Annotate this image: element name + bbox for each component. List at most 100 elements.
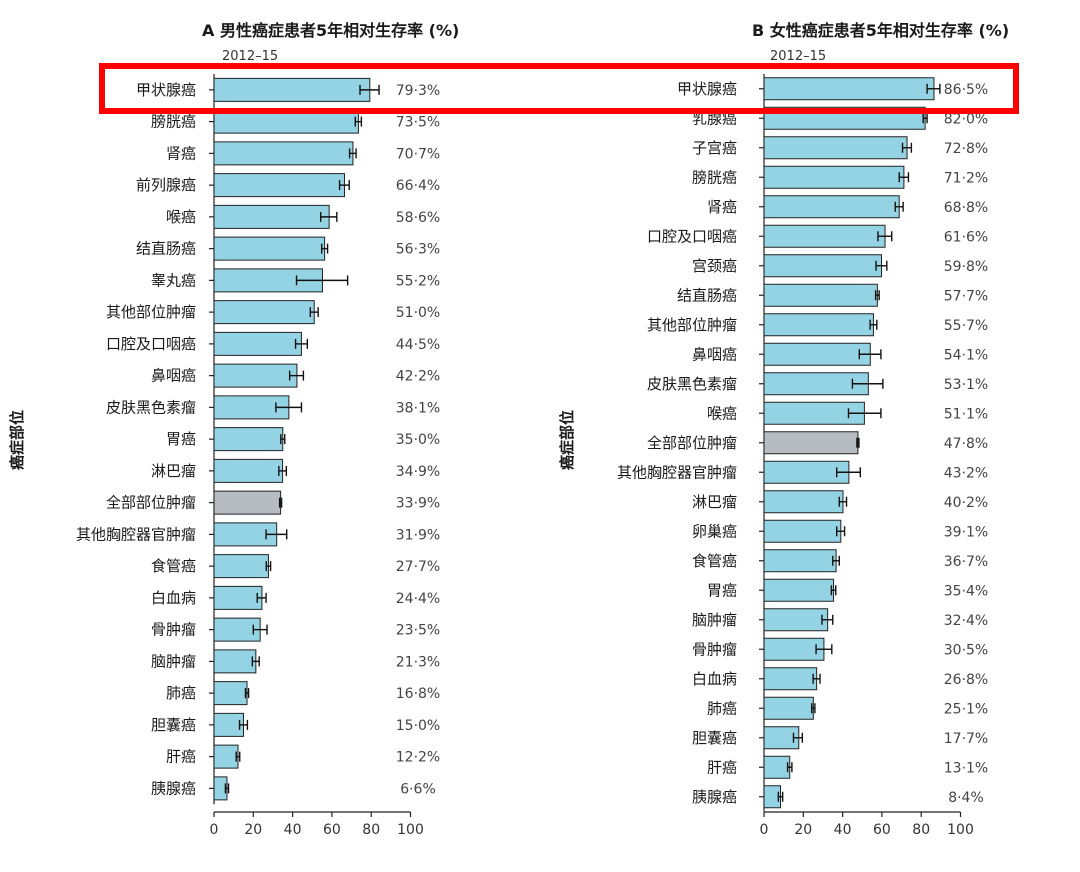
panel-a-bar [213,490,282,515]
panel-a-bar [213,300,315,325]
panel-a-value-label: 27·7% [396,559,440,575]
panel-b-category-label: 甲状腺癌 [677,80,737,98]
panel-a-category-label: 胃癌 [166,430,196,448]
panel-b-category-label: 口腔及口咽癌 [647,227,737,245]
panel-b-x-tick-label: 80 [912,822,930,838]
panel-b-value-label: 51·1% [944,406,988,422]
panel-b-value-label: 17·7% [944,731,988,747]
panel-a-x-tick-label: 40 [284,822,302,838]
panel-a-bar [213,427,284,452]
panel-a-bar [213,331,302,356]
panel-a-value-label: 31·9% [396,527,440,543]
panel-b-value-label: 40·2% [944,495,988,511]
panel-a-value-label: 56·3% [396,242,440,258]
panel-a: A 男性癌症患者5年相对生存率 (%) 2012–15 癌症部位 0 20 40 60 80 1… [8,21,459,838]
panel-b-category-label: 结直肠癌 [677,286,737,304]
panel-a-value-label: 66·4% [396,178,440,194]
panel-a-bar [213,744,239,769]
panel-b: B 女性癌症患者5年相对生存率 (%) 2012–15 癌症部位 0 20 40 60 80 1… [558,21,1009,838]
panel-a-period: 2012–15 [222,49,278,64]
panel-a-value-label: 42·2% [396,369,440,385]
panel-a-category-label: 骨肿瘤 [151,621,196,639]
panel-b-value-label: 13·1% [944,760,988,776]
panel-b-period: 2012–15 [770,49,826,64]
panel-a-category-label: 结直肠癌 [136,240,196,258]
panel-a-bar [213,554,269,579]
panel-b-value-label: 32·4% [944,613,988,629]
panel-a-value-label: 6·6% [400,781,436,797]
panel-b-bar [763,283,878,307]
panel-a-category-label: 全部部位肿瘤 [106,494,196,512]
panel-b-value-label: 86·5% [944,82,988,98]
panel-a-bar [213,204,330,229]
panel-a-value-label: 34·9% [396,464,440,480]
panel-a-category-label: 胆囊癌 [151,716,196,734]
panel-b-value-label: 43·2% [944,465,988,481]
panel-b-value-label: 35·4% [944,583,988,599]
panel-b-x-tick-label: 20 [794,822,812,838]
panel-b-category-label: 胰腺癌 [692,788,737,806]
panel-a-x-tick-label: 100 [397,822,424,838]
panel-b-bar [763,755,791,779]
panel-a-category-label: 食管癌 [151,557,196,575]
panel-b-x-tick-label: 40 [834,822,852,838]
panel-a-bar [213,681,248,706]
panel-b-title-text: 女性癌症患者5年相对生存率 (%) [770,21,1009,40]
panel-b-category-label: 食管癌 [692,552,737,570]
panel-a-ylabel: 癌症部位 [8,410,26,470]
panel-a-value-label: 35·0% [396,432,440,448]
panel-a-letter: A [202,21,220,40]
panel-b-bar [763,165,905,189]
panel-a-value-label: 33·9% [396,496,440,512]
panel-a-x-tick-label: 20 [244,822,262,838]
panel-b-bar [763,549,837,573]
panel-b-x-tick-label: 100 [947,822,974,838]
panel-a-bar [213,77,371,102]
panel-a-category-label: 甲状腺癌 [136,81,196,99]
panel-a-value-label: 51·0% [396,305,440,321]
panel-b-category-label: 全部部位肿瘤 [647,434,737,452]
panel-b-value-label: 53·1% [944,377,988,393]
panel-b-category-label: 脑肿瘤 [692,611,737,629]
panel-b-bar [763,254,883,278]
panel-a-bar [213,585,263,610]
panel-a-value-label: 44·5% [396,337,440,353]
panel-a-value-label: 73·5% [396,115,440,131]
panel-b-category-label: 白血病 [692,670,737,688]
panel-a-category-label: 胰腺癌 [151,779,196,797]
panel-a-value-label: 79·3% [396,83,440,99]
panel-b-category-label: 肺癌 [707,699,737,717]
panel-b-bar [763,77,935,101]
panel-b-value-label: 82·0% [944,111,988,127]
panel-a-category-label: 喉癌 [166,208,196,226]
panel-b-bar [763,195,900,219]
panel-a-value-label: 24·4% [396,591,440,607]
panel-b-bar [763,578,835,602]
panel-b-category-label: 胃癌 [707,581,737,599]
panel-b-letter: B [752,21,770,40]
panel-a-bar [213,363,298,388]
panel-b-category-label: 喉癌 [707,404,737,422]
panel-b-value-label: 61·6% [944,229,988,245]
panel-b-category-label: 鼻咽癌 [692,345,737,363]
panel-b-value-label: 25·1% [944,701,988,717]
panel-a-category-label: 其他胸腔器官肿瘤 [76,525,196,543]
panel-b-bar [763,313,874,337]
panel-b-value-label: 39·1% [944,524,988,540]
panel-b-bar [763,342,871,366]
panel-a-value-label: 38·1% [396,400,440,416]
panel-b-category-label: 骨肿瘤 [692,640,737,658]
panel-a-value-label: 55·2% [396,273,440,289]
panel-a-value-label: 21·3% [396,654,440,670]
panel-a-category-label: 淋巴瘤 [151,462,196,480]
panel-a-bar [213,173,345,198]
panel-b-value-label: 36·7% [944,554,988,570]
panel-a-value-label: 70·7% [396,146,440,162]
panel-b-value-label: 30·5% [944,642,988,658]
panel-a-value-label: 16·8% [396,686,440,702]
panel-a-category-label: 脑肿瘤 [151,652,196,670]
panel-b-category-label: 其他胸腔器官肿瘤 [617,463,737,481]
panel-a-category-label: 肝癌 [166,748,196,766]
panel-b-value-label: 72·8% [944,141,988,157]
